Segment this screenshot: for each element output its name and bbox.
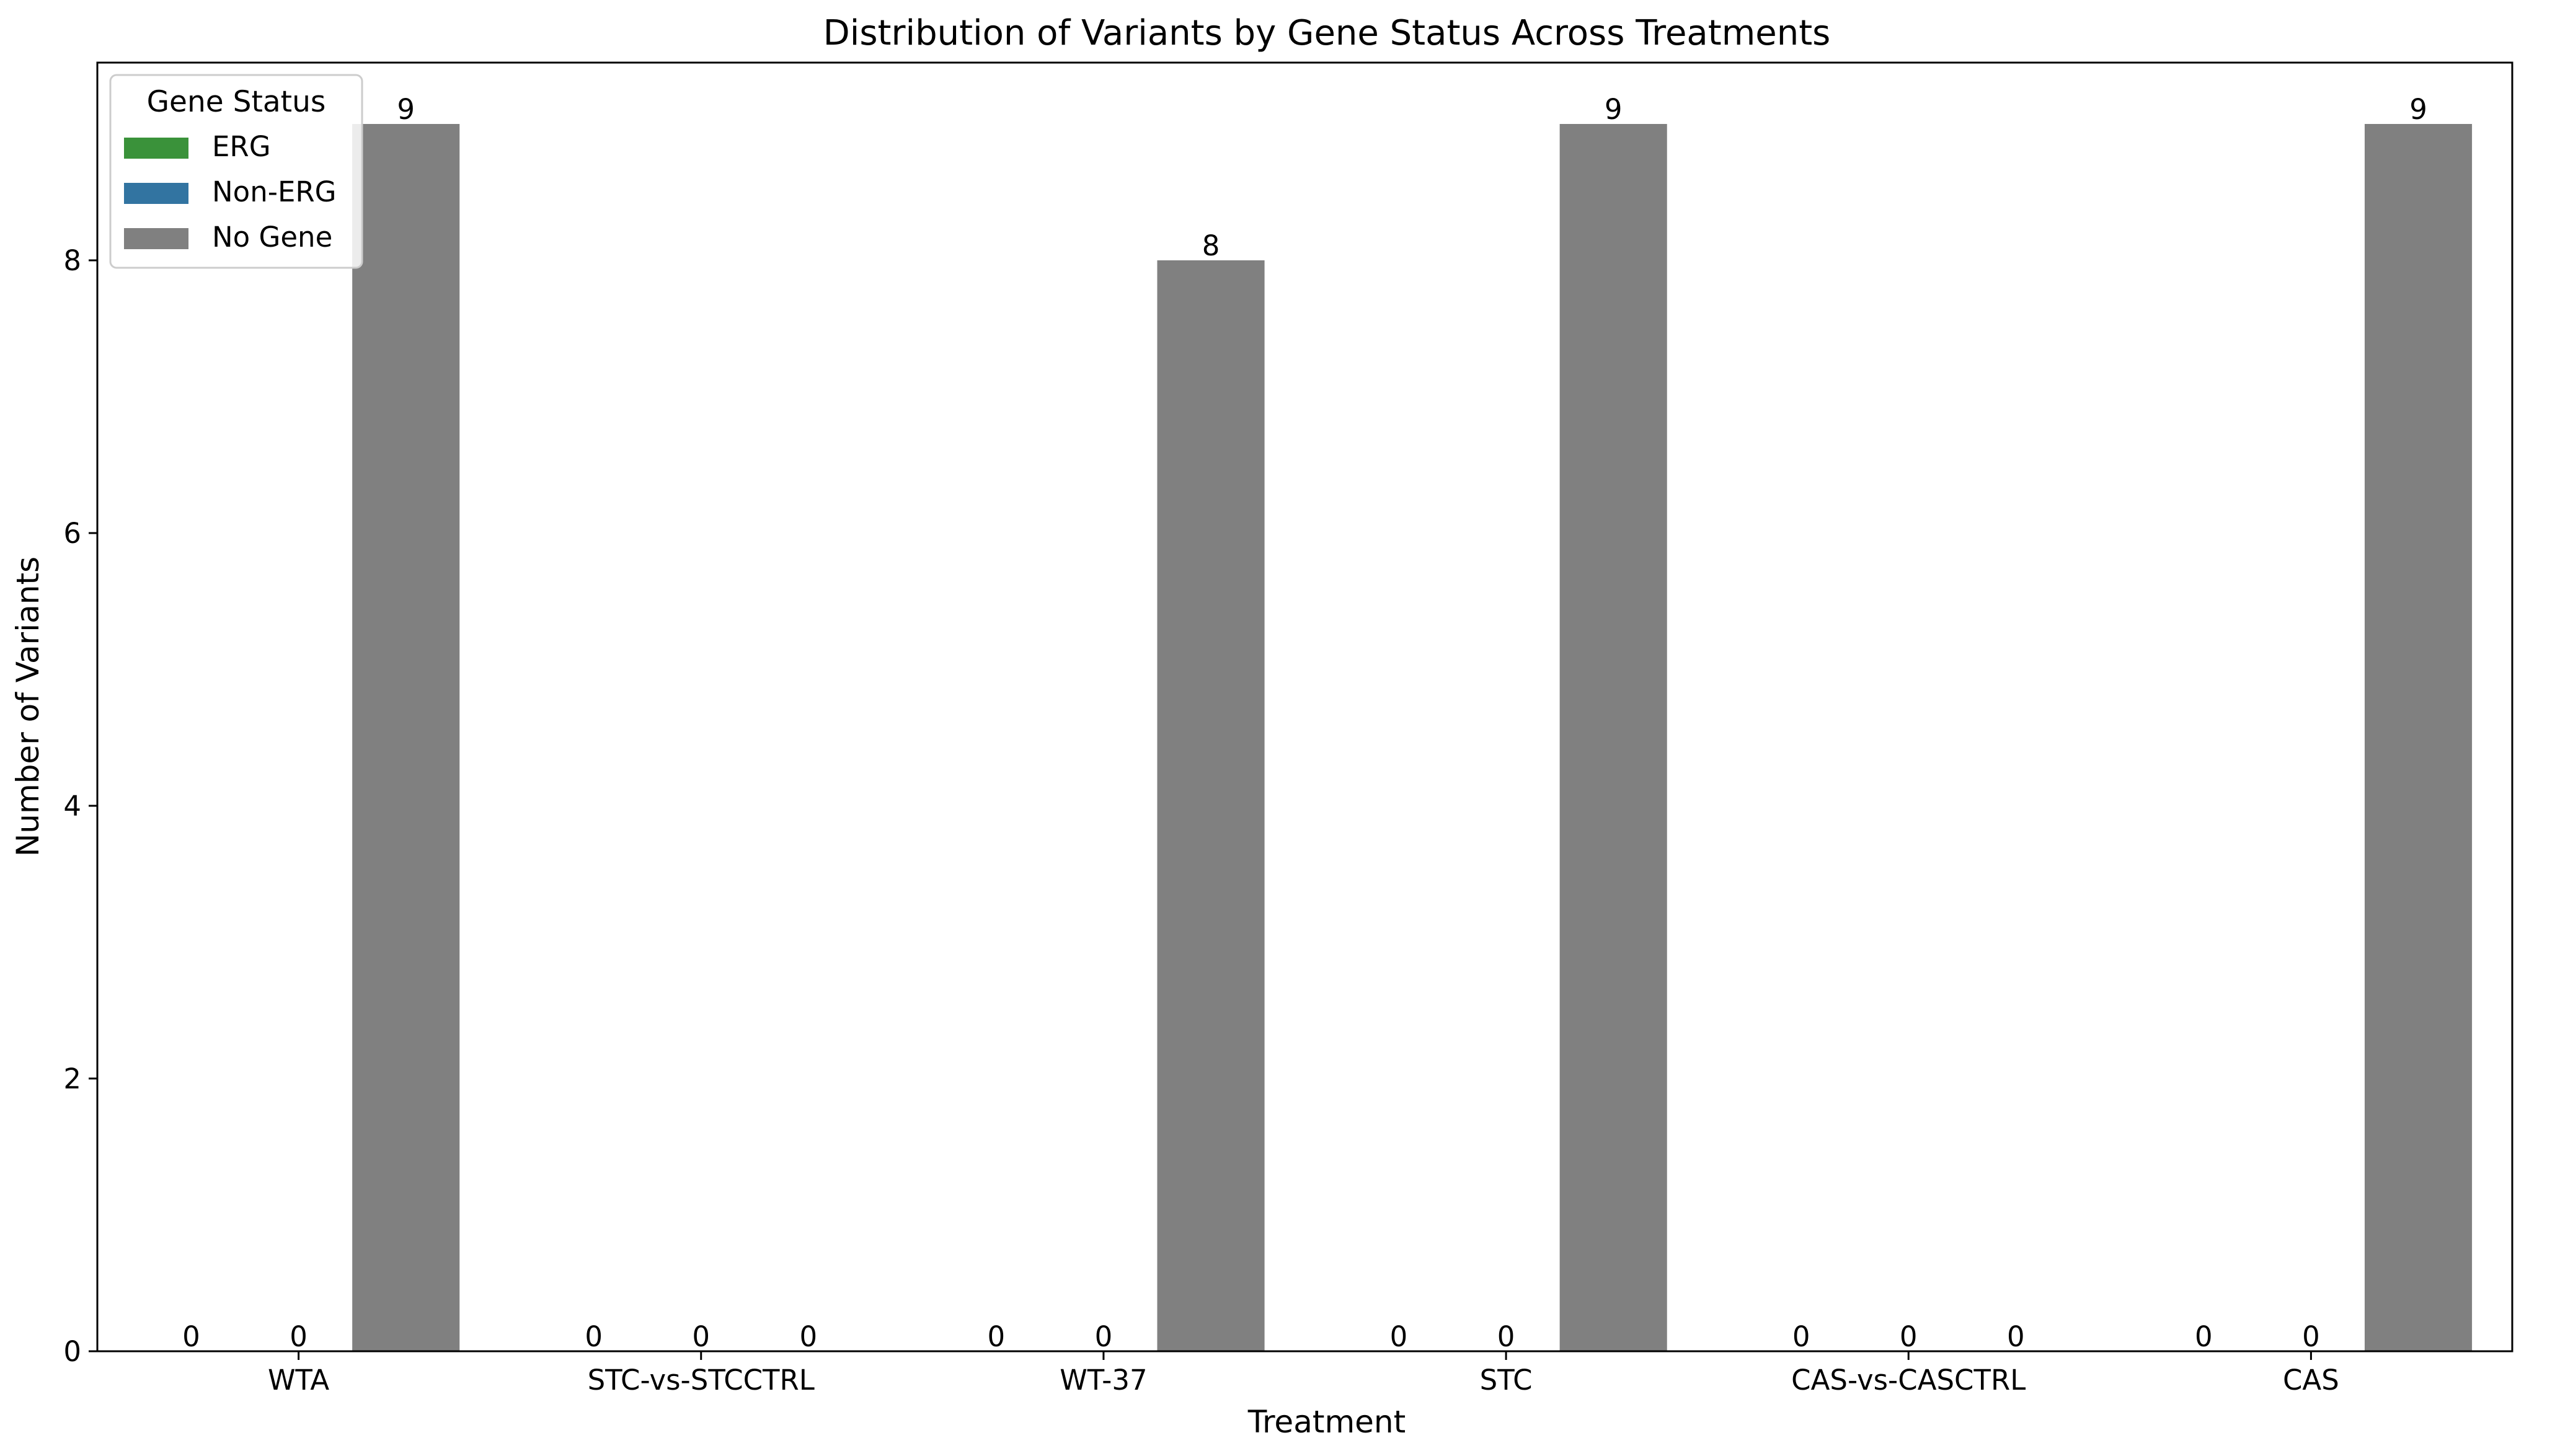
legend-swatch [124,228,188,249]
data-label: 0 [692,1320,710,1353]
data-labels-group: 0 0 0 0 0 0 0 0 0 0 0 0 9 0 8 9 0 9 [182,93,2427,1353]
legend-swatch [124,138,188,159]
data-label: 0 [1095,1320,1113,1353]
y-tick-label: 6 [63,517,81,550]
data-label: 8 [1202,229,1220,262]
data-label: 9 [2409,93,2427,126]
y-tick-label: 8 [63,244,81,277]
data-label: 0 [2302,1320,2320,1353]
y-axis-label: Number of Variants [10,557,46,857]
x-tick-label: WTA [268,1364,329,1396]
legend-entries: ERG Non-ERG No Gene [124,130,337,254]
data-label: 0 [1900,1320,1918,1353]
chart-title: Distribution of Variants by Gene Status … [823,13,1831,53]
x-tick-label: WT-37 [1060,1364,1147,1396]
legend-label: No Gene [212,221,332,254]
bar-no-gene-0 [352,124,460,1351]
data-label: 9 [1605,93,1623,126]
x-tick-label: STC [1480,1364,1533,1396]
x-axis-ticks: WTA STC-vs-STCCTRL WT-37 STC CAS-vs-CASCTRL C… [268,1351,2339,1396]
bar-no-gene-3 [1559,124,1667,1351]
data-label: 0 [800,1320,818,1353]
y-tick-label: 2 [63,1062,81,1095]
legend-label: ERG [212,130,271,163]
legend-frame [109,74,363,269]
plot-area-frame [96,61,2513,1352]
legend: Gene Status ERG Non-ERG No Gene [109,74,363,269]
x-tick-label: CAS-vs-CASCTRL [1791,1364,2026,1396]
bar-no-gene-2 [1157,260,1265,1351]
y-axis-ticks: 0 2 4 6 8 [63,244,97,1368]
data-label: 0 [2195,1320,2213,1353]
data-label: 0 [585,1320,603,1353]
data-label: 0 [182,1320,200,1353]
data-label: 9 [397,93,415,126]
legend-label: Non-ERG [212,175,337,208]
legend-title: Gene Status [147,85,326,119]
data-label: 0 [987,1320,1005,1353]
data-label: 0 [1792,1320,1810,1353]
bars-group [352,124,2473,1351]
y-tick-label: 4 [63,790,81,823]
data-label: 0 [1497,1320,1515,1353]
data-label: 0 [2007,1320,2025,1353]
data-label: 0 [1390,1320,1408,1353]
bar-no-gene-5 [2364,124,2473,1351]
data-label: 0 [290,1320,308,1353]
x-tick-label: STC-vs-STCCTRL [588,1364,815,1396]
y-tick-label: 0 [63,1335,81,1368]
x-axis-label: Treatment [1247,1404,1406,1440]
x-tick-label: CAS [2283,1364,2339,1396]
legend-swatch [124,183,188,204]
